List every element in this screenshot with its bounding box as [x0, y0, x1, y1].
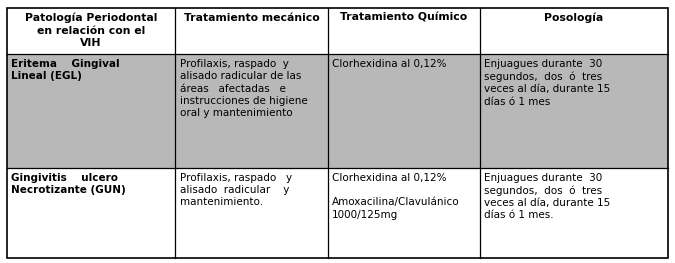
Bar — [7, 168, 176, 258]
Text: Enjuagues durante  30
segundos,  dos  ó  tres
veces al día, durante 15
días ó 1 : Enjuagues durante 30 segundos, dos ó tre… — [485, 59, 611, 107]
Bar — [176, 54, 327, 168]
Bar — [7, 8, 176, 54]
Bar — [480, 54, 668, 168]
Text: Profilaxis, raspado   y
alisado  radicular    y
mantenimiento.: Profilaxis, raspado y alisado radicular … — [180, 173, 292, 207]
Bar — [327, 8, 480, 54]
Text: Patología Periodontal
en relación con el
VIH: Patología Periodontal en relación con el… — [25, 13, 157, 48]
Text: Tratamiento Químico: Tratamiento Químico — [340, 13, 467, 23]
Text: Clorhexidina al 0,12%

Amoxacilina/Clavulánico
1000/125mg: Clorhexidina al 0,12% Amoxacilina/Clavul… — [332, 173, 460, 220]
Bar — [480, 168, 668, 258]
Text: Profilaxis, raspado  y
alisado radicular de las
áreas   afectadas   e
instruccio: Profilaxis, raspado y alisado radicular … — [180, 59, 308, 118]
Bar — [327, 168, 480, 258]
Bar — [480, 8, 668, 54]
Bar — [7, 54, 176, 168]
Bar — [327, 54, 480, 168]
Bar — [176, 168, 327, 258]
Text: Tratamiento mecánico: Tratamiento mecánico — [184, 13, 319, 23]
Bar — [176, 8, 327, 54]
Text: Posología: Posología — [544, 13, 603, 23]
Text: Gingivitis    ulcero
Necrotizante (GUN): Gingivitis ulcero Necrotizante (GUN) — [11, 173, 126, 195]
Text: Enjuagues durante  30
segundos,  dos  ó  tres
veces al día, durante 15
días ó 1 : Enjuagues durante 30 segundos, dos ó tre… — [485, 173, 611, 220]
Text: Eritema    Gingival
Lineal (EGL): Eritema Gingival Lineal (EGL) — [11, 59, 120, 81]
Text: Clorhexidina al 0,12%: Clorhexidina al 0,12% — [332, 59, 447, 69]
